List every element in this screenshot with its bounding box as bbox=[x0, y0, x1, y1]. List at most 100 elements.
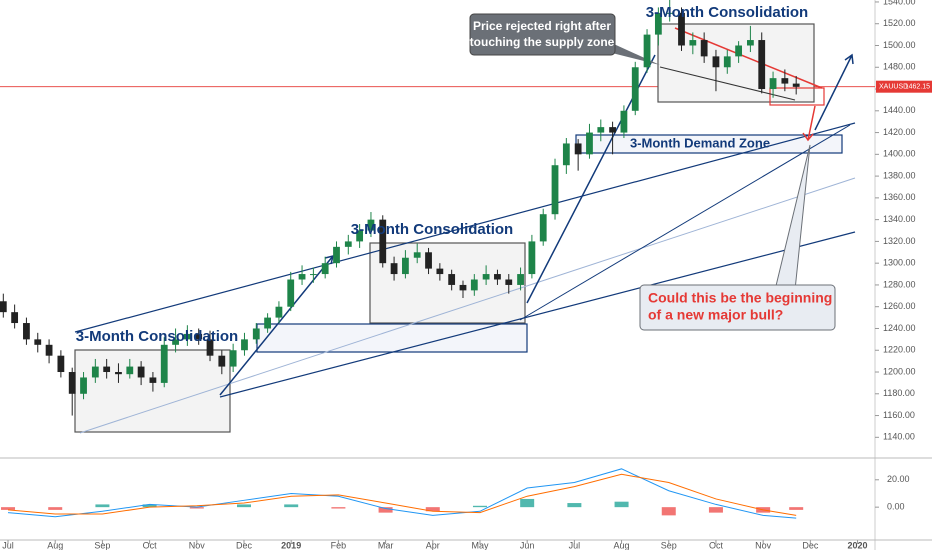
candle-body bbox=[126, 366, 134, 375]
histogram-bar bbox=[567, 503, 582, 508]
candle-body bbox=[23, 323, 30, 340]
x-tick-label: 2020 bbox=[848, 540, 868, 550]
histogram-bar bbox=[425, 507, 440, 512]
x-tick-label: Jul bbox=[569, 540, 581, 550]
annotations: 3-Month Consolidation 3-Month Consolidat… bbox=[76, 4, 833, 345]
y-tick-label: 1380.00 bbox=[883, 170, 916, 180]
candle-body bbox=[172, 339, 179, 345]
histogram-bar bbox=[236, 504, 251, 508]
y-tick-label: 1200.00 bbox=[883, 366, 916, 376]
candle-body bbox=[229, 350, 237, 367]
channel-mid-line bbox=[79, 177, 856, 434]
candle-body bbox=[470, 279, 478, 291]
histogram-bar bbox=[284, 504, 299, 508]
y-tick-label: 1420.00 bbox=[883, 127, 916, 137]
candle-body bbox=[57, 355, 65, 373]
histogram-bar bbox=[189, 507, 204, 509]
candle-body bbox=[183, 333, 191, 340]
candle-body bbox=[68, 372, 76, 394]
candle-body bbox=[252, 328, 260, 340]
candle-body bbox=[34, 339, 42, 345]
candle-body bbox=[781, 78, 789, 84]
y-tick-label: 1300.00 bbox=[883, 258, 916, 268]
candle-body bbox=[551, 165, 559, 215]
callout-text: of a new major bull? bbox=[648, 307, 783, 323]
candle-body bbox=[425, 252, 432, 269]
candle-body bbox=[80, 377, 87, 394]
histogram-bar bbox=[142, 504, 157, 508]
candle-body bbox=[379, 219, 387, 264]
x-tick-label: May bbox=[471, 540, 489, 550]
candle-body bbox=[631, 67, 639, 111]
x-tick-label: Nov bbox=[755, 540, 772, 550]
x-tick-label: Feb bbox=[331, 540, 347, 550]
supply-line bbox=[674, 27, 823, 89]
consolidation-box bbox=[369, 242, 526, 324]
candle-body bbox=[115, 372, 122, 375]
candle-body bbox=[11, 312, 19, 324]
histogram-bar bbox=[472, 505, 487, 508]
trend-line bbox=[519, 124, 851, 321]
candle-body bbox=[505, 279, 513, 285]
candle-body bbox=[459, 284, 467, 291]
histogram-bar bbox=[661, 507, 676, 516]
candle-body bbox=[206, 339, 214, 356]
y-tick-label: 1240.00 bbox=[883, 323, 916, 333]
annotation: 3-Month Consolidation bbox=[646, 4, 808, 21]
annotation: 3-Month Consolidation bbox=[76, 328, 238, 345]
x-tick-label: Sep bbox=[661, 540, 677, 550]
y-tick-label: 1360.00 bbox=[883, 192, 916, 202]
candle-body bbox=[769, 78, 777, 90]
indicator-line bbox=[7, 473, 797, 516]
x-tick-label: Oct bbox=[709, 540, 724, 550]
candles bbox=[0, 0, 800, 416]
y-tick-label: 1140.00 bbox=[883, 432, 915, 442]
candle-body bbox=[448, 274, 456, 285]
candle-body bbox=[298, 274, 306, 280]
histogram-bar bbox=[1, 507, 16, 510]
y-tick-label: 1260.00 bbox=[883, 301, 916, 311]
indicator-tick-label: 0.00 bbox=[887, 502, 905, 512]
candle-body bbox=[597, 127, 605, 133]
candle-body bbox=[735, 45, 743, 57]
x-tick-label: Oct bbox=[143, 540, 158, 550]
candle-body bbox=[609, 127, 616, 133]
candle-body bbox=[390, 263, 398, 275]
y-tick-label: 1220.00 bbox=[883, 345, 916, 355]
x-tick-label: Dec bbox=[802, 540, 819, 550]
x-tick-label: 2019 bbox=[281, 540, 301, 550]
candle-body bbox=[528, 241, 536, 275]
candle-body bbox=[678, 12, 685, 46]
histogram-bar bbox=[614, 501, 629, 508]
histogram-bar bbox=[789, 507, 804, 510]
x-tick-label: Aug bbox=[47, 540, 63, 550]
y-tick-label: 1440.00 bbox=[883, 105, 916, 115]
x-tick-label: Aug bbox=[614, 540, 630, 550]
callout-text: Could this be the beginning bbox=[648, 290, 832, 306]
arrow bbox=[219, 255, 334, 396]
candle-body bbox=[0, 301, 7, 313]
callout-text: Price rejected right after bbox=[473, 19, 611, 33]
candle-body bbox=[436, 268, 444, 275]
y-tick-label: 1320.00 bbox=[883, 236, 916, 246]
candle-body bbox=[309, 274, 317, 276]
candle-body bbox=[287, 279, 295, 307]
y-tick-label: 1280.00 bbox=[883, 279, 916, 289]
histogram-bar bbox=[331, 507, 346, 509]
histogram-bar bbox=[95, 504, 110, 508]
candle-body bbox=[517, 274, 524, 285]
candle-body bbox=[103, 366, 111, 373]
y-tick-label: 1500.00 bbox=[883, 40, 916, 50]
annotation: 3-Month Demand Zone bbox=[630, 135, 770, 150]
candle-body bbox=[723, 56, 731, 68]
y-tick-label: 1400.00 bbox=[883, 149, 916, 159]
candle-body bbox=[241, 339, 248, 351]
y-tick-label: 1480.00 bbox=[883, 62, 916, 72]
candle-body bbox=[654, 12, 662, 35]
channel-line bbox=[74, 122, 856, 333]
candle-body bbox=[264, 317, 271, 329]
arrow bbox=[814, 54, 853, 131]
histogram-bar bbox=[378, 507, 393, 513]
